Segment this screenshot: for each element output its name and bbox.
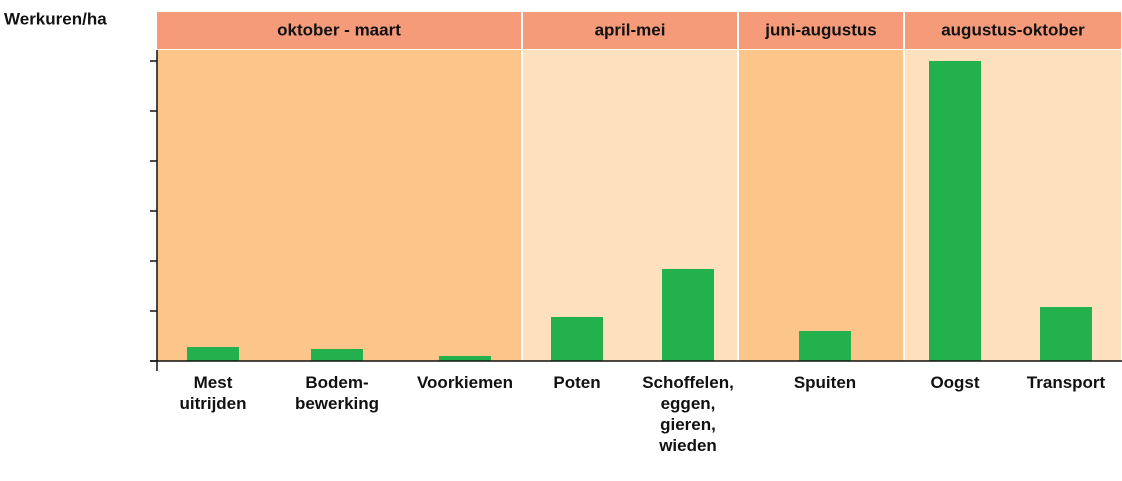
- bar: [662, 269, 714, 361]
- bar: [311, 349, 363, 361]
- period-header: [905, 12, 1121, 49]
- bar: [799, 331, 851, 361]
- bar: [929, 61, 981, 361]
- x-tick-label: Voorkiemen: [416, 373, 514, 392]
- bar: [551, 317, 603, 361]
- period-header: [523, 12, 737, 49]
- x-tick-label: Bodem- bewerking: [294, 373, 380, 413]
- x-tick-label: Mest uitrijden: [179, 373, 247, 413]
- x-tick-label: Schoffelen, eggen, gieren, wieden: [642, 373, 734, 455]
- period-background: [157, 50, 521, 361]
- x-tick-label: Spuiten: [793, 373, 857, 392]
- period-label: april-mei: [595, 20, 666, 39]
- period-background: [739, 50, 903, 361]
- period-header: [157, 12, 521, 49]
- x-tick-label: Transport: [1026, 373, 1106, 392]
- bar: [187, 347, 239, 361]
- period-label: juni-augustus: [764, 20, 876, 39]
- x-tick-label: Oogst: [930, 373, 980, 392]
- bar: [439, 356, 491, 361]
- period-label: augustus-oktober: [941, 20, 1085, 39]
- period-header: [739, 12, 903, 49]
- bar: [1040, 307, 1092, 361]
- x-tick-label: Poten: [553, 373, 601, 392]
- y-axis-label: Werkuren/ha: [4, 9, 107, 28]
- period-label: oktober - maart: [277, 20, 401, 39]
